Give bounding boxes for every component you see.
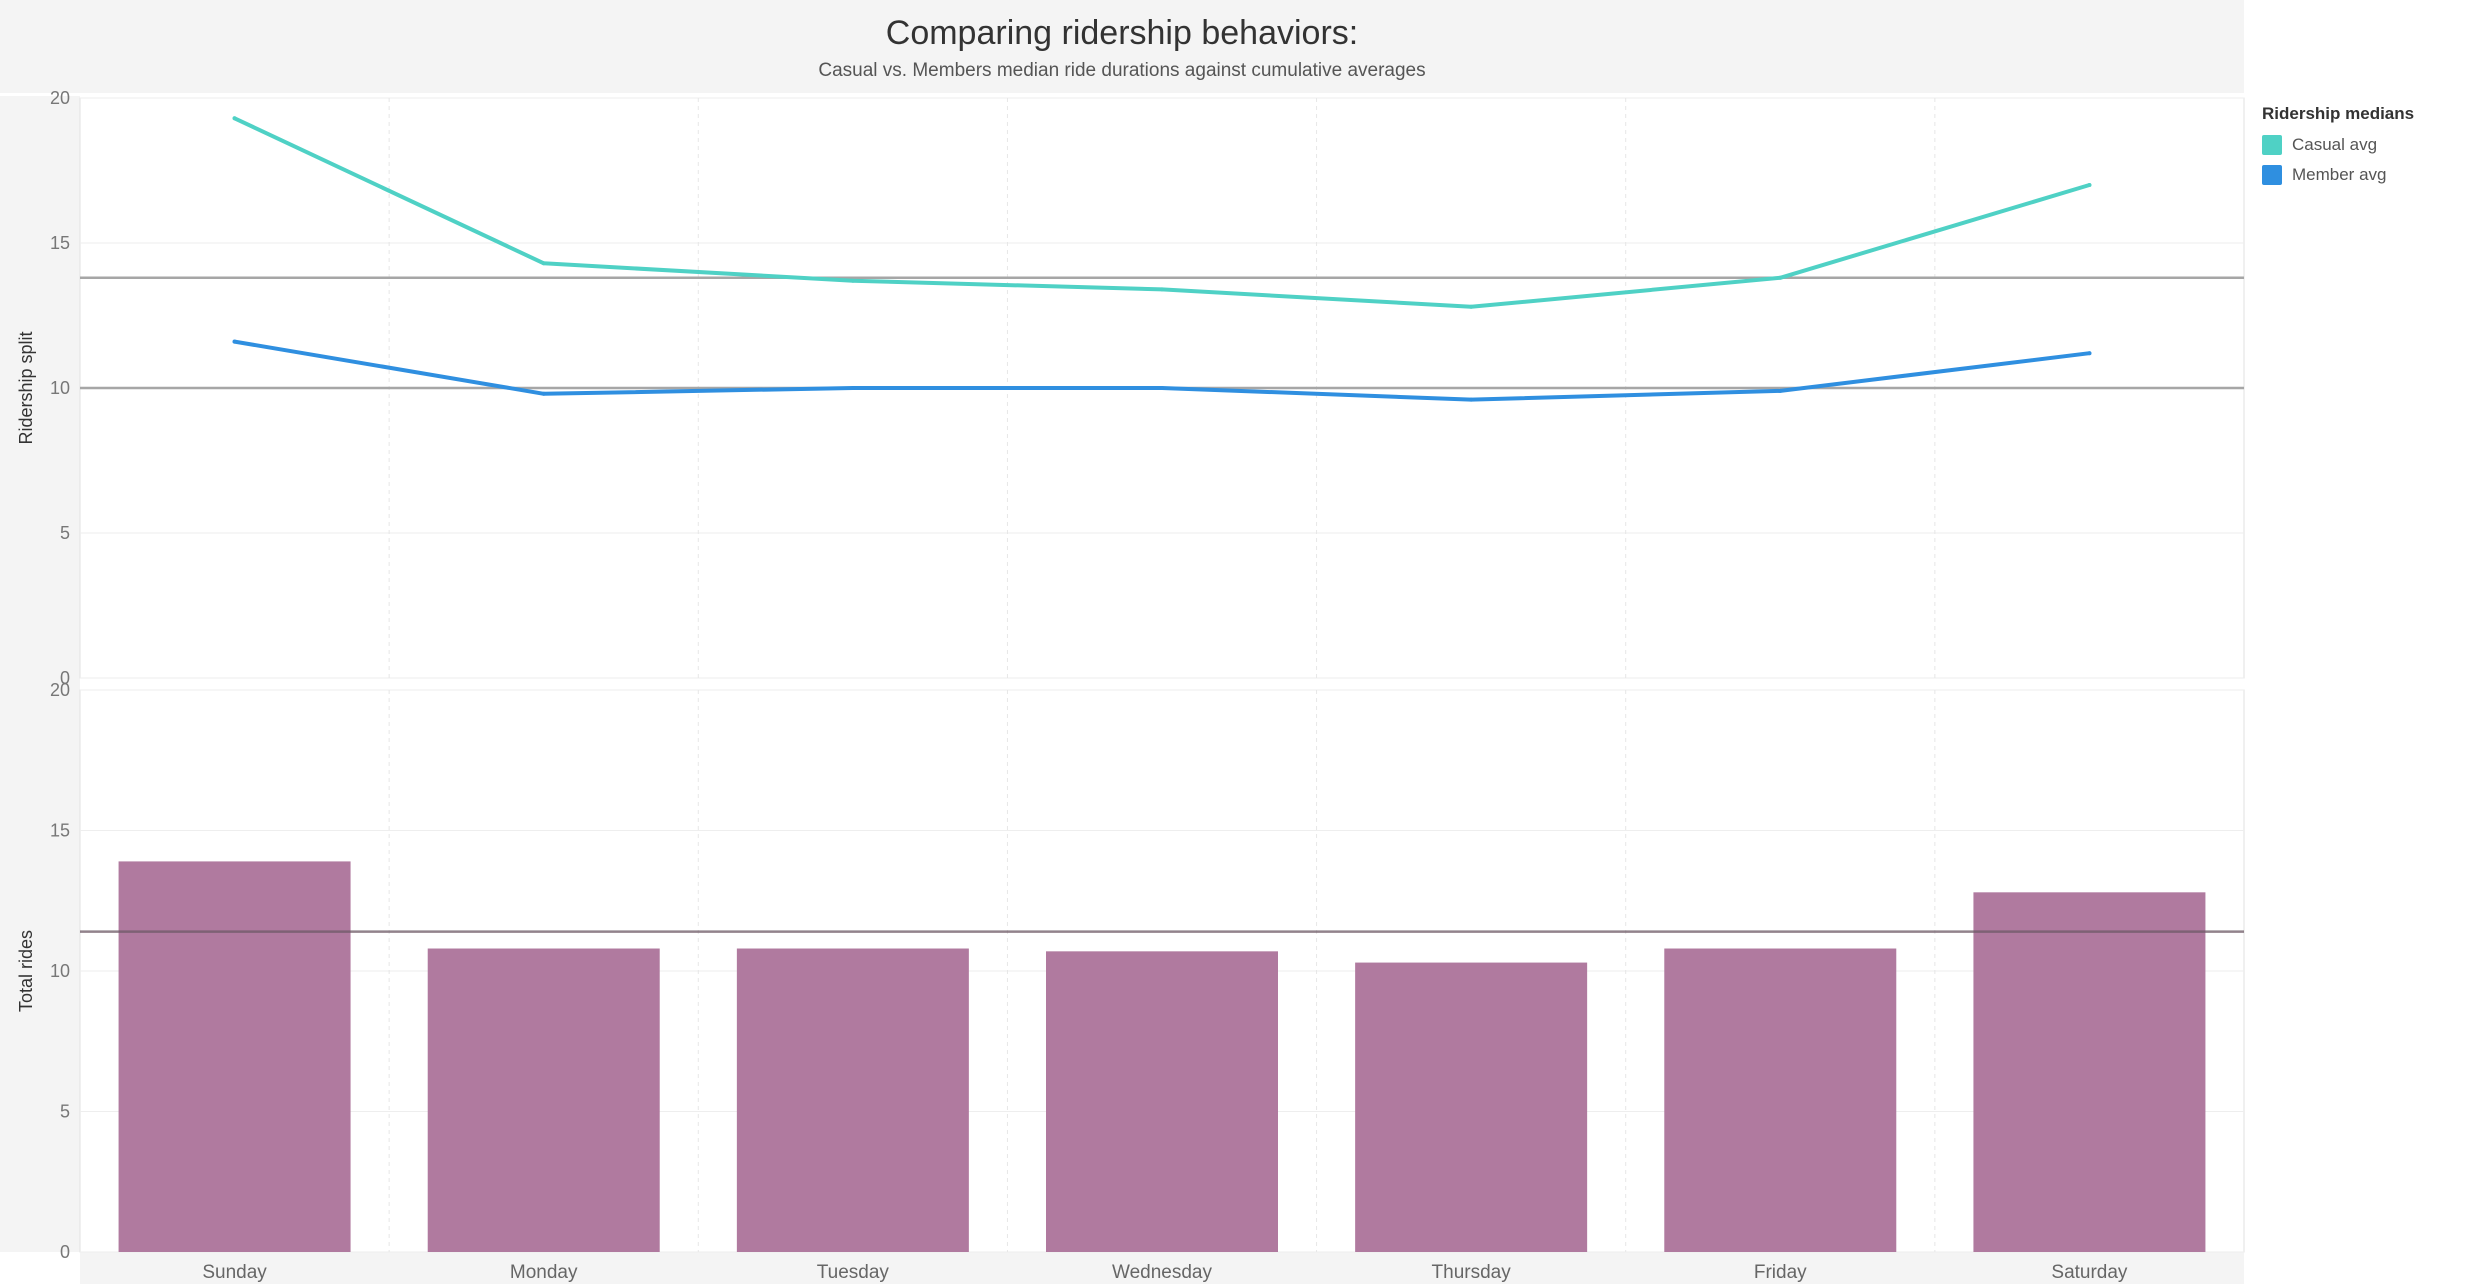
x-tick-label-wednesday: Wednesday (1112, 1262, 1212, 1283)
bar-wednesday (1046, 951, 1278, 1252)
series-point-casual (1469, 304, 1474, 309)
bar-monday (427, 948, 660, 1252)
title-band (0, 0, 2244, 93)
line-chart-y-tick-label: 15 (50, 233, 70, 253)
series-point-casual (1160, 287, 1164, 292)
series-point-casual (541, 261, 546, 266)
bar-thursday (1355, 962, 1588, 1252)
bar-chart-y-tick-label: 5 (60, 1102, 70, 1122)
series-point-casual (232, 116, 237, 121)
x-tick-label-thursday: Thursday (1432, 1262, 1512, 1283)
legend-swatch-member (2262, 165, 2282, 185)
line-chart-y-tick-label: 0 (60, 668, 70, 688)
x-tick-label-sunday: Sunday (202, 1262, 267, 1283)
series-point-member (1469, 397, 1474, 402)
legend-swatch-casual (2262, 135, 2282, 155)
bar-friday (1664, 948, 1897, 1252)
bar-chart-y-tick-label: 20 (50, 680, 70, 700)
x-tick-label-saturday: Saturday (2051, 1262, 2128, 1283)
bar-chart-y-tick-label: 10 (50, 961, 70, 981)
line-chart-panel: 0 5 10 15 20 Ridership split (16, 88, 2245, 688)
chart-subtitle: Casual vs. Members median ride durations… (818, 60, 1426, 81)
bar-chart-y-tick-label: 0 (60, 1242, 70, 1262)
bar-chart-panel: 0 5 10 15 20 Total rides (16, 680, 2245, 1262)
series-point-member (850, 386, 855, 390)
line-chart-y-tick-label: 5 (60, 523, 70, 543)
x-axis: Sunday Monday Tuesday Wednesday Thursday Frid… (202, 1262, 2128, 1283)
series-point-member (1160, 386, 1164, 390)
legend: Ridership medians Casual avg Member avg (2262, 104, 2462, 190)
x-tick-label-monday: Monday (510, 1262, 578, 1283)
legend-item-casual[interactable]: Casual avg (2262, 130, 2462, 160)
legend-label-casual: Casual avg (2292, 135, 2378, 154)
legend-item-member[interactable]: Member avg (2262, 160, 2462, 190)
series-point-casual (2087, 183, 2092, 187)
bar-chart-y-tick-label: 15 (50, 821, 70, 841)
x-tick-label-friday: Friday (1754, 1262, 1807, 1283)
x-tick-label-tuesday: Tuesday (817, 1262, 890, 1283)
y-axis-band (0, 96, 80, 1252)
legend-label-member: Member avg (2292, 165, 2387, 184)
series-point-member (232, 339, 237, 344)
series-point-casual (1778, 275, 1783, 280)
bar-sunday (118, 861, 351, 1252)
legend-title: Ridership medians (2262, 104, 2415, 123)
line-chart-y-axis-title: Ridership split (16, 331, 36, 444)
line-chart-y-tick-label: 20 (50, 88, 70, 108)
bar-saturday (1973, 892, 2206, 1252)
series-point-member (2087, 351, 2092, 356)
bar-tuesday (736, 948, 969, 1252)
series-point-member (1778, 388, 1783, 393)
chart-title: Comparing ridership behaviors: (885, 14, 1359, 52)
line-chart-y-tick-label: 10 (50, 378, 70, 398)
series-point-casual (850, 278, 855, 283)
bar-chart-y-axis-title: Total rides (16, 930, 36, 1012)
series-point-member (541, 391, 546, 396)
x-axis-band (80, 1252, 2244, 1284)
